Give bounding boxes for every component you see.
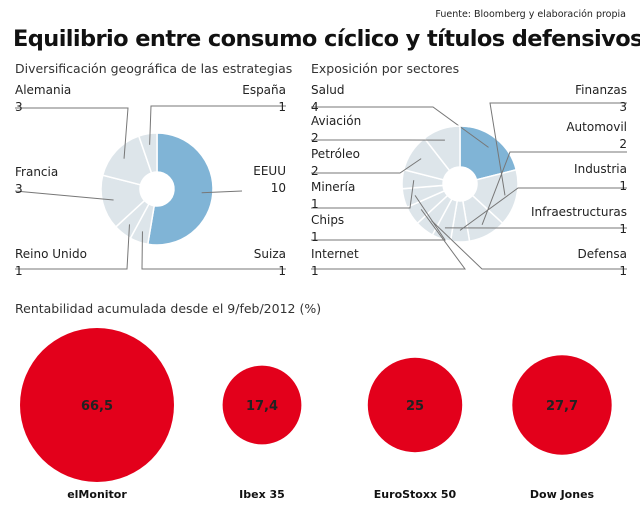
bubble-label-eurostoxx-50: EuroStoxx 50	[374, 488, 457, 501]
geo-value-alemania: 3	[15, 100, 23, 114]
page-title: Equilibrio entre consumo cíclico y títul…	[13, 26, 640, 52]
sector-leader-petroleo	[311, 158, 422, 174]
geo-leader-espana	[149, 105, 286, 145]
sector-leader-mineria	[311, 180, 415, 209]
sector-label-aviacion: Aviación	[311, 114, 361, 128]
geo-value-eeuu: 10	[271, 181, 286, 195]
geo-label-espana: España	[242, 83, 286, 97]
bubble-value-dow-jones: 27,7	[546, 399, 578, 414]
geo-leader-suiza	[141, 231, 286, 270]
sector-slice-salud	[459, 125, 518, 181]
sector-chart-title: Exposición por sectores	[311, 61, 460, 76]
bubble-label-ibex-35: Ibex 35	[239, 488, 285, 501]
sector-value-automovil: 2	[619, 137, 627, 151]
geo-value-suiza: 1	[278, 264, 286, 278]
geo-leader-eeuu	[201, 190, 243, 194]
bubble-elmonitor	[20, 328, 174, 482]
sector-value-mineria: 1	[311, 197, 319, 211]
bubble-value-ibex-35: 17,4	[246, 399, 278, 414]
bubble-value-eurostoxx-50: 25	[406, 399, 424, 414]
sector-leader-chips	[311, 195, 446, 241]
returns-chart-title: Rentabilidad acumulada desde el 9/feb/20…	[15, 301, 322, 316]
sector-leader-salud	[311, 106, 489, 148]
geo-leader-francia	[14, 190, 114, 201]
geo-slice-eeuu	[146, 132, 214, 246]
bubble-value-elmonitor: 66,5	[81, 399, 113, 414]
geo-value-espana: 1	[278, 100, 286, 114]
sector-slice-aviacion	[423, 125, 461, 172]
sector-label-petroleo: Petróleo	[311, 147, 360, 161]
sector-leader-industria	[459, 187, 627, 231]
sector-value-infraestructuras: 1	[619, 222, 627, 236]
sector-value-salud: 4	[311, 100, 319, 114]
sector-label-automovil: Automovil	[566, 120, 627, 134]
geo-value-francia: 3	[15, 182, 23, 196]
sector-leader-automovil	[481, 151, 627, 225]
geo-label-eeuu: EEUU	[253, 164, 286, 178]
geo-value-reino-unido: 1	[15, 264, 23, 278]
sector-label-industria: Industria	[574, 162, 627, 176]
sector-value-defensa: 1	[619, 264, 627, 278]
sector-leader-defensa	[431, 220, 627, 270]
bubble-label-elmonitor: elMonitor	[67, 488, 127, 501]
geo-label-reino-unido: Reino Unido	[15, 247, 87, 261]
geo-leader-alemania	[15, 107, 129, 159]
sector-label-chips: Chips	[311, 213, 344, 227]
sector-value-chips: 1	[311, 230, 319, 244]
geo-label-francia: Francia	[15, 165, 58, 179]
sector-value-aviacion: 2	[311, 131, 319, 145]
source-note: Fuente: Bloomberg y elaboración propia	[435, 9, 626, 20]
sector-value-finanzas: 3	[619, 100, 627, 114]
sector-label-finanzas: Finanzas	[575, 83, 627, 97]
bubble-eurostoxx-50	[367, 357, 463, 453]
geo-label-alemania: Alemania	[15, 83, 71, 97]
sector-label-defensa: Defensa	[578, 247, 627, 261]
sector-label-mineria: Minería	[311, 180, 355, 194]
sector-label-internet: Internet	[311, 247, 359, 261]
sector-value-industria: 1	[619, 179, 627, 193]
sector-slice-finanzas	[471, 168, 519, 225]
geo-slice-espana	[137, 132, 158, 174]
sector-value-internet: 1	[311, 264, 319, 278]
sector-value-petroleo: 2	[311, 164, 319, 178]
sector-leader-finanzas	[489, 102, 627, 196]
sector-label-salud: Salud	[311, 83, 345, 97]
bubble-dow-jones	[512, 355, 612, 455]
geo-leader-reino-unido	[15, 224, 130, 270]
bubble-ibex-35	[222, 365, 302, 445]
sector-leader-internet	[311, 209, 466, 270]
geo-label-suiza: Suiza	[254, 247, 286, 261]
bubble-label-dow-jones: Dow Jones	[530, 488, 595, 501]
geo-chart-title: Diversificación geográfica de las estrat…	[15, 61, 293, 76]
sector-label-infraestructuras: Infraestructuras	[531, 205, 627, 219]
